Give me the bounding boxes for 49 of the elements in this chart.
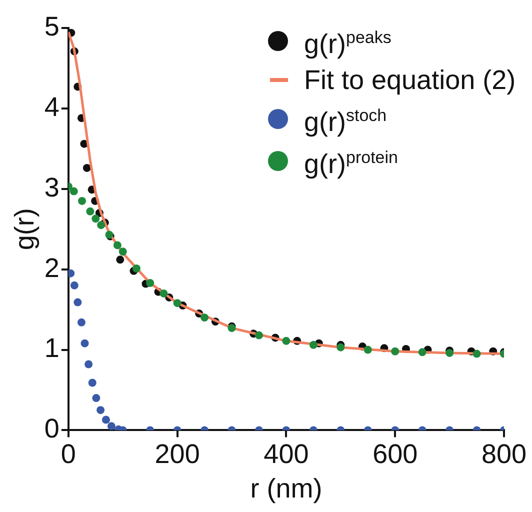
point <box>173 299 182 308</box>
legend-label: g(r)$^{protein}$ <box>304 147 398 181</box>
y-tick-label: 1 <box>44 333 60 364</box>
y-tick-label: 2 <box>44 252 60 283</box>
point <box>97 221 106 230</box>
legend-label: g(r)$^{peaks}$ <box>304 27 392 61</box>
point <box>364 346 372 354</box>
point <box>92 214 100 223</box>
point <box>92 394 100 402</box>
legend-label: Fit to equation (2) <box>304 64 516 97</box>
x-tick-label: 200 <box>154 438 200 469</box>
point <box>88 378 96 387</box>
point <box>84 360 93 368</box>
point <box>96 406 105 414</box>
point <box>418 348 426 356</box>
point <box>118 248 127 256</box>
point <box>82 164 91 172</box>
point <box>200 314 209 322</box>
x-axis-title: r (nm) <box>250 473 322 504</box>
point <box>336 343 345 352</box>
point <box>472 350 481 358</box>
legend-label: g(r)$^{stoch}$ <box>304 105 387 139</box>
x-tick-label: 600 <box>372 438 418 469</box>
point <box>68 269 75 278</box>
point <box>102 416 110 424</box>
y-tick-label: 0 <box>44 414 60 444</box>
y-tick-label: 5 <box>44 11 60 42</box>
point <box>70 187 78 196</box>
point <box>86 207 94 216</box>
y-tick-label: 4 <box>44 92 60 122</box>
point <box>107 422 116 430</box>
point <box>132 264 140 273</box>
point <box>309 340 318 349</box>
point <box>113 241 122 250</box>
point <box>78 196 86 205</box>
point <box>391 347 400 356</box>
x-tick-label: 800 <box>481 438 527 469</box>
y-tick-label: 3 <box>44 172 60 202</box>
point <box>282 336 290 345</box>
point <box>160 289 168 298</box>
point <box>77 318 86 326</box>
y-axis-title: g(r) <box>10 208 40 250</box>
point <box>74 298 82 306</box>
point <box>80 339 89 348</box>
point <box>70 281 78 290</box>
point <box>254 331 263 340</box>
point <box>146 278 154 287</box>
x-tick-label: 400 <box>264 438 309 469</box>
point <box>116 256 124 264</box>
